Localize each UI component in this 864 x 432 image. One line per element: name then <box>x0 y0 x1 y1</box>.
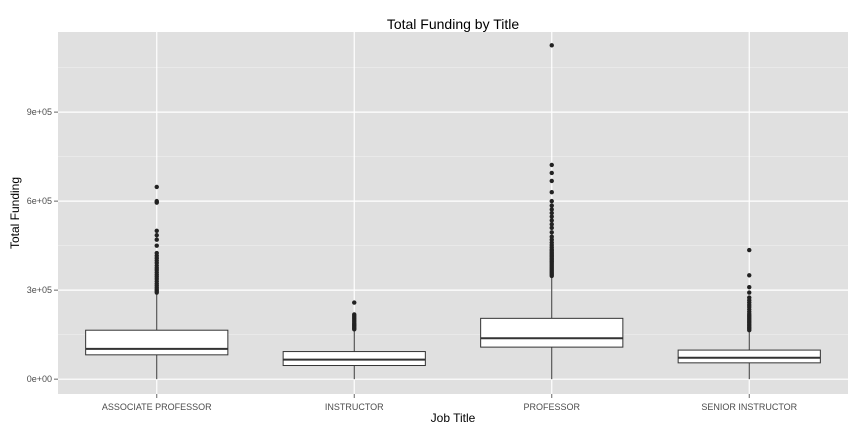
outlier-point <box>154 233 159 238</box>
outlier-point <box>154 237 159 242</box>
outlier-point <box>154 198 159 204</box>
outlier-point <box>549 230 554 235</box>
x-tick-label: SENIOR INSTRUCTOR <box>701 402 797 412</box>
outlier-point <box>549 170 554 176</box>
outlier-point <box>154 243 159 248</box>
outlier-point <box>549 222 554 227</box>
outlier-point <box>549 207 554 212</box>
outlier-point <box>747 284 752 290</box>
outlier-point <box>549 234 554 239</box>
box-group <box>480 43 624 380</box>
boxes-layer <box>85 43 821 380</box>
outlier-point <box>747 273 752 278</box>
y-tick-label: 9e+05 <box>27 107 52 117</box>
outlier-point <box>549 203 554 208</box>
y-tick-label: 0e+00 <box>27 374 52 384</box>
chart-title: Total Funding by Title <box>387 16 520 32</box>
outlier-point <box>549 225 554 231</box>
x-axis-ticks: ASSOCIATE PROFESSOR INSTRUCTOR PROFESSOR SE… <box>102 394 798 412</box>
outlier-point <box>549 210 554 216</box>
outlier-point <box>549 43 554 48</box>
outlier-point <box>352 300 357 305</box>
outlier-point <box>747 295 752 300</box>
y-axis-title: Total Funding <box>8 177 22 249</box>
outlier-point <box>747 247 752 253</box>
y-axis-ticks: 0e+00 3e+05 6e+05 9e+05 <box>27 107 58 384</box>
outlier-point <box>154 184 159 190</box>
box-group <box>282 300 426 380</box>
outlier-point <box>549 198 554 204</box>
y-tick-label: 6e+05 <box>27 196 52 206</box>
x-axis-title: Job Title <box>431 411 476 425</box>
box-iqr <box>677 349 821 364</box>
outlier-point <box>549 214 554 219</box>
outlier-point <box>352 312 357 317</box>
outlier-point <box>154 250 159 256</box>
y-tick-label: 3e+05 <box>27 285 52 295</box>
box-group <box>85 184 229 380</box>
outlier-point <box>154 228 159 234</box>
outlier-point <box>549 190 554 195</box>
box-iqr <box>85 329 229 356</box>
x-tick-label: INSTRUCTOR <box>325 402 384 412</box>
outlier-point <box>549 178 554 184</box>
box-group <box>677 247 821 380</box>
outlier-point <box>549 218 554 223</box>
box-iqr <box>480 317 624 348</box>
outlier-point <box>747 290 752 295</box>
x-tick-label: ASSOCIATE PROFESSOR <box>102 402 212 412</box>
outlier-point <box>549 162 554 168</box>
x-tick-label: PROFESSOR <box>523 402 580 412</box>
box-iqr <box>282 351 426 367</box>
